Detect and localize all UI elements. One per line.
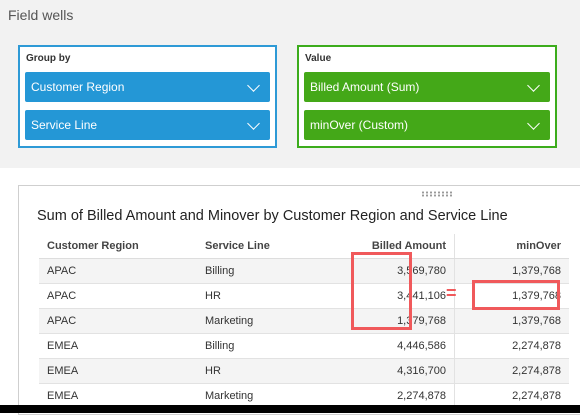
column-header[interactable]: minOver: [454, 234, 569, 259]
column-header[interactable]: Service Line: [197, 234, 340, 259]
visual-title: Sum of Billed Amount and Minover by Cust…: [37, 208, 508, 224]
chevron-down-icon[interactable]: [247, 79, 260, 92]
table-cell: 2,274,878: [454, 333, 569, 359]
table-cell: EMEA: [39, 383, 197, 409]
table-cell: APAC: [39, 283, 197, 309]
table-cell: 2,274,878: [454, 383, 569, 409]
column-header[interactable]: Customer Region: [39, 234, 197, 259]
minover-highlight-box: [472, 280, 560, 310]
table-cell: 3,441,106: [340, 283, 455, 309]
chevron-down-icon[interactable]: [527, 79, 540, 92]
field-label: minOver (Custom): [310, 118, 409, 132]
table-header-row: Customer Region Service Line Billed Amou…: [39, 234, 569, 259]
table-cell: 1,379,768: [454, 308, 569, 334]
chevron-down-icon[interactable]: [247, 117, 260, 130]
equals-annotation: =: [446, 283, 457, 303]
data-table: Customer Region Service Line Billed Amou…: [39, 234, 569, 409]
service-line-field[interactable]: Service Line: [25, 110, 270, 140]
table-cell: APAC: [39, 308, 197, 334]
value-well: Value Billed Amount (Sum) minOver (Custo…: [297, 45, 557, 148]
field-wells-panel: Field wells Group by Customer Region Ser…: [0, 0, 580, 168]
table-row: EMEA HR 4,316,700 2,274,878: [39, 358, 569, 384]
minover-field[interactable]: minOver (Custom): [304, 110, 550, 140]
table-row: EMEA Billing 4,446,586 2,274,878: [39, 333, 569, 359]
table-cell: HR: [197, 283, 340, 309]
screen-edge: [0, 405, 580, 413]
table-cell: Billing: [197, 333, 340, 359]
table-row: APAC Marketing 1,379,768 1,379,768: [39, 308, 569, 334]
field-label: Customer Region: [31, 80, 125, 94]
table-cell: 4,446,586: [340, 333, 455, 359]
table-row: APAC Billing 3,569,780 1,379,768: [39, 258, 569, 284]
chevron-down-icon[interactable]: [527, 117, 540, 130]
field-label: Service Line: [31, 118, 98, 132]
table-cell: 1,379,768: [454, 258, 569, 284]
table-cell: 2,274,878: [340, 383, 455, 409]
value-label: Value: [305, 53, 332, 64]
table-visual[interactable]: Sum of Billed Amount and Minover by Cust…: [18, 185, 580, 415]
customer-region-field[interactable]: Customer Region: [25, 72, 270, 102]
billed-amount-field[interactable]: Billed Amount (Sum): [304, 72, 550, 102]
group-by-well: Group by Customer Region Service Line: [18, 45, 277, 148]
table-cell: HR: [197, 358, 340, 384]
table-cell: APAC: [39, 258, 197, 284]
table-cell: 4,316,700: [340, 358, 455, 384]
group-by-label: Group by: [26, 53, 71, 64]
table-cell: Billing: [197, 258, 340, 284]
table-cell: 2,274,878: [454, 358, 569, 384]
field-label: Billed Amount (Sum): [310, 80, 420, 94]
table-cell: Marketing: [197, 308, 340, 334]
drag-handle-icon[interactable]: [421, 191, 453, 197]
table-cell: EMEA: [39, 358, 197, 384]
billed-amount-highlight-box: [351, 252, 412, 330]
field-wells-title: Field wells: [8, 7, 74, 23]
table-cell: EMEA: [39, 333, 197, 359]
